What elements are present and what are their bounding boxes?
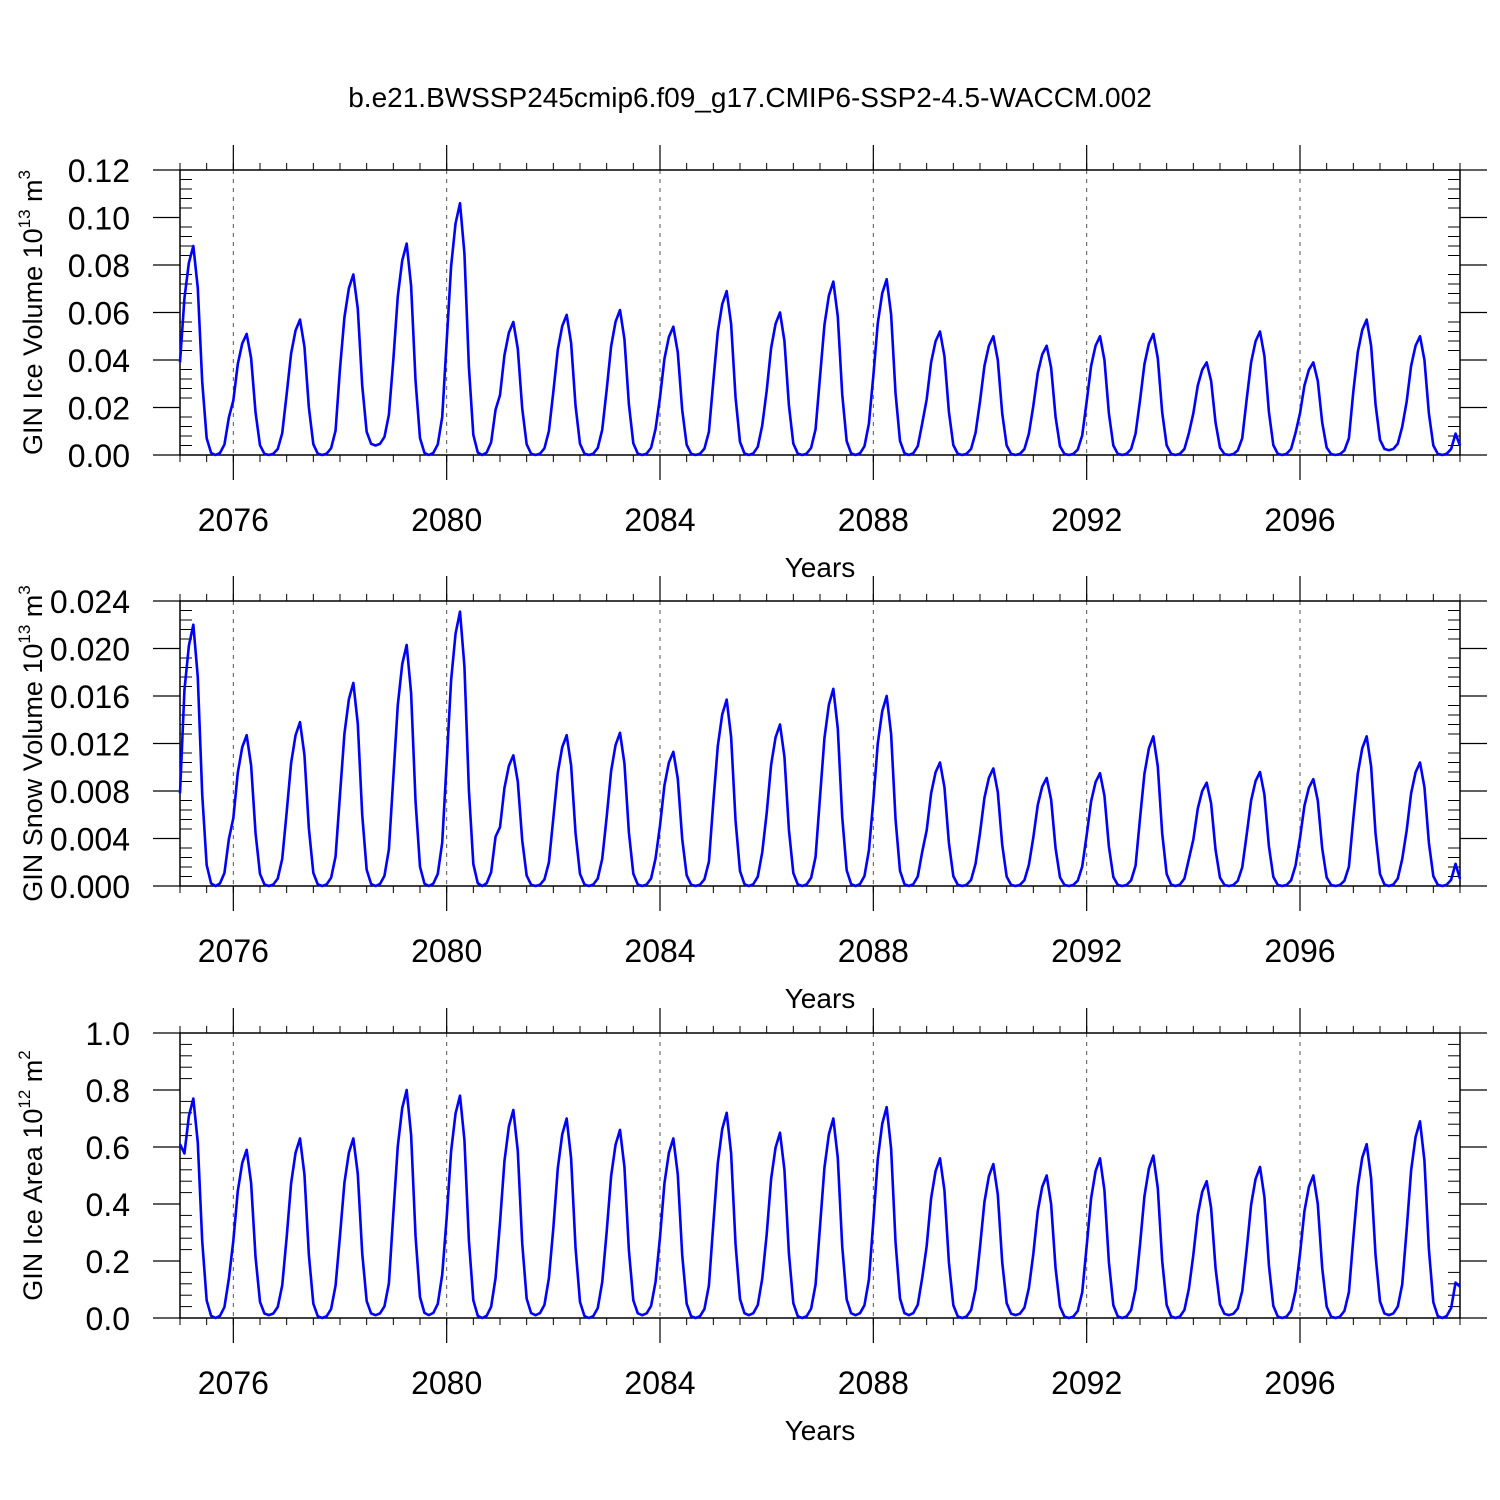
y-tick-label: 0.004: [50, 822, 130, 858]
panels: 2076 2080 2084 2088 2092 20960.000.020.040.06…: [15, 145, 1487, 1446]
x-tick-label: 2076: [198, 1365, 269, 1401]
y-tick-label: 0.000: [50, 869, 130, 905]
plot-frame: [179, 1032, 1461, 1319]
y-tick-label: 0.2: [86, 1244, 130, 1280]
x-tick-label: 2088: [838, 933, 909, 969]
y-tick-label: 0.06: [68, 296, 130, 332]
x-tick-label: 2084: [624, 933, 695, 969]
y-tick-label: 0.6: [86, 1130, 130, 1166]
chart-panel-2: 2076 2080 2084 2088 2092 2096 0.000 0.004 0.008 0…: [15, 576, 1487, 1014]
series-line: [178, 1088, 1461, 1320]
x-tick-label: 2084: [624, 1365, 695, 1401]
x-axis-label: Years: [785, 1415, 856, 1446]
y-tick-label: 0.024: [50, 584, 130, 620]
x-tick-label: 2080: [411, 502, 482, 538]
x-axis-label: Years: [785, 983, 856, 1014]
y-axis-label-unit-exponent: 3: [15, 585, 34, 594]
y-tick-label: 0.8: [86, 1073, 130, 1109]
x-tick-label: 2096: [1264, 1365, 1335, 1401]
x-tick-label: 2084: [624, 502, 695, 538]
x-tick-label: 2076: [198, 502, 269, 538]
y-tick-label: 0.08: [68, 248, 130, 284]
y-axis-label-unit: m: [18, 179, 48, 209]
y-tick-label: 1.0: [86, 1016, 130, 1052]
y-axis-label: GIN Snow Volume 1013 m3: [15, 585, 48, 902]
x-tick-label: 2076: [198, 933, 269, 969]
y-axis-label: GIN Ice Area 1012 m2: [15, 1050, 48, 1301]
x-tick-label: 2080: [411, 1365, 482, 1401]
x-axis-label: Years: [785, 552, 856, 583]
plot-frame: [179, 600, 1461, 887]
chart-panel-1: 2076 2080 2084 2088 2092 2096 0.00 0.02 0.04 0.06…: [15, 145, 1487, 583]
y-axis-label-exponent: 13: [15, 209, 34, 228]
series-line: [178, 201, 1462, 457]
y-tick-label: 0.016: [50, 679, 130, 715]
y-axis-label: GIN Ice Volume 1013 m3: [15, 170, 48, 455]
y-tick-label: 0.04: [68, 343, 130, 379]
y-axis-label-unit-exponent: 3: [15, 170, 34, 179]
x-tick-label: 2080: [411, 933, 482, 969]
x-tick-label: 2092: [1051, 933, 1122, 969]
series-line: [178, 610, 1462, 888]
y-tick-label: 0.4: [86, 1187, 130, 1223]
x-tick-label: 2088: [838, 502, 909, 538]
y-axis-label-unit-exponent: 2: [15, 1050, 34, 1059]
y-tick-label: 0.012: [50, 727, 130, 763]
figure-title: b.e21.BWSSP245cmip6.f09_g17.CMIP6-SSP2-4…: [348, 82, 1152, 113]
y-tick-label: 0.008: [50, 774, 130, 810]
plot-frame: [179, 169, 1461, 456]
y-axis-label-exponent: 13: [15, 625, 34, 644]
x-tick-label: 2092: [1051, 1365, 1122, 1401]
x-tick-label: 2096: [1264, 502, 1335, 538]
y-tick-label: 0.12: [68, 153, 130, 189]
y-tick-label: 0.02: [68, 391, 130, 427]
y-axis-label-unit: m: [18, 1060, 48, 1090]
x-tick-label: 2092: [1051, 502, 1122, 538]
y-axis-label-text: GIN Ice Volume 10: [18, 228, 48, 455]
y-axis-label-text: GIN Snow Volume 10: [18, 644, 48, 902]
y-tick-label: 0.0: [86, 1301, 130, 1337]
x-tick-label: 2088: [838, 1365, 909, 1401]
y-axis-label-exponent: 12: [15, 1090, 34, 1109]
y-tick-label: 0.10: [68, 201, 130, 237]
y-tick-label: 0.020: [50, 632, 130, 668]
y-axis-label-unit: m: [18, 595, 48, 625]
x-tick-label: 2096: [1264, 933, 1335, 969]
chart-panel-3: 2076 2080 2084 2088 2092 2096 0.0 0.2 0.4 0.6 0.8 1…: [15, 1008, 1487, 1446]
y-axis-label-text: GIN Ice Area 10: [18, 1109, 48, 1301]
y-tick-label: 0.00: [68, 438, 130, 474]
